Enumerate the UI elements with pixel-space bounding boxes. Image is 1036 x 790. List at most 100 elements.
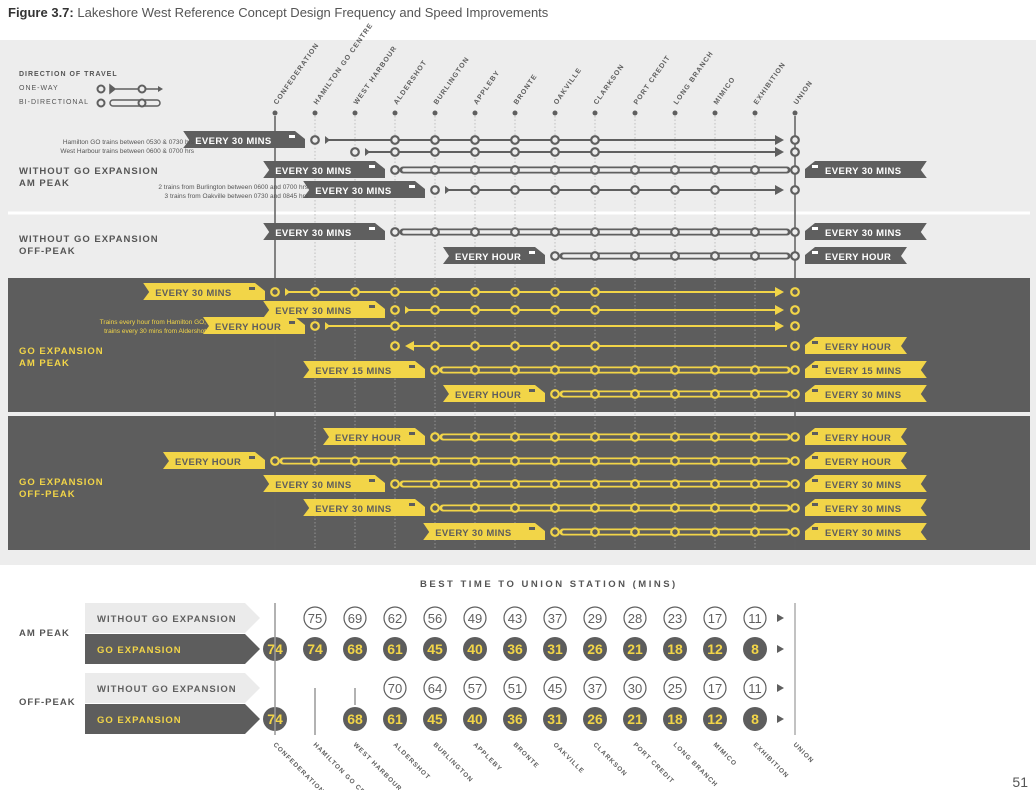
- station-stop: [430, 305, 440, 315]
- station-stop: [430, 432, 440, 442]
- time-value: 69: [348, 611, 362, 626]
- time-value: 26: [587, 711, 603, 727]
- time-circle: [383, 707, 407, 731]
- arrow-right-icon: [775, 287, 784, 297]
- time-value: 30: [628, 681, 642, 696]
- frequency-badge: [805, 523, 927, 540]
- figure-caption: Figure 3.7: Lakeshore West Reference Con…: [8, 5, 548, 20]
- station-stop: [470, 305, 480, 315]
- time-circle: [543, 707, 567, 731]
- train-icon: [812, 341, 818, 344]
- bottom-station-label: LONG BRANCH: [672, 741, 719, 788]
- time-value: 36: [507, 641, 523, 657]
- station-stop: [390, 135, 400, 145]
- station-stop: [550, 135, 560, 145]
- train-icon: [249, 287, 255, 290]
- station-stop: [590, 185, 600, 195]
- frequency-label: EVERY 30 MINS: [275, 480, 351, 491]
- station-dot: [272, 110, 278, 116]
- time-value: 11: [748, 681, 762, 696]
- station-stop: [430, 503, 440, 513]
- frequency-label: EVERY HOUR: [825, 342, 891, 353]
- bottom-station-label: BRONTE: [512, 741, 541, 770]
- station-dot: [712, 110, 718, 116]
- time-circle: [583, 676, 607, 700]
- station-stop: [590, 135, 600, 145]
- time-value: 12: [707, 711, 723, 727]
- time-circle: [703, 676, 727, 700]
- station-stop: [670, 503, 680, 513]
- time-circle: [623, 707, 647, 731]
- arrow-right-icon: [775, 147, 784, 157]
- station-stop: [750, 227, 760, 237]
- train-icon: [249, 456, 255, 459]
- time-circle: [703, 637, 727, 661]
- times-am-label: AM PEAK: [19, 628, 70, 639]
- frequency-label: EVERY 30 MINS: [315, 186, 391, 197]
- station-stop: [470, 503, 480, 513]
- frequency-label: EVERY 30 MINS: [825, 480, 901, 491]
- station-stop: [430, 165, 440, 175]
- times-title: BEST TIME TO UNION STATION (MINS): [420, 579, 678, 590]
- station-stop: [710, 365, 720, 375]
- bottom-station-label: OAKVILLE: [552, 741, 586, 775]
- station-dot: [552, 110, 558, 116]
- time-value: 26: [587, 641, 603, 657]
- time-value: 18: [667, 641, 683, 657]
- station-stop: [550, 432, 560, 442]
- station-stop: [270, 456, 280, 466]
- frequency-badge: [203, 317, 305, 334]
- bottom-station-label: MIMICO: [712, 741, 738, 767]
- station-stop: [510, 456, 520, 466]
- station-stop: [750, 165, 760, 175]
- station-stop: [750, 456, 760, 466]
- station-stop: [710, 227, 720, 237]
- caption-title: Lakeshore West Reference Concept Design …: [77, 5, 549, 20]
- frequency-badge: [805, 452, 907, 469]
- time-circle: [303, 606, 327, 630]
- station-stop: [590, 305, 600, 315]
- station-stop: [470, 227, 480, 237]
- station-stop: [550, 456, 560, 466]
- station-stop: [510, 365, 520, 375]
- station-stop: [590, 527, 600, 537]
- train-icon: [289, 321, 295, 324]
- note-aldershot: Trains every hour from Hamilton GO, train…: [99, 319, 206, 335]
- time-circle: [583, 637, 607, 661]
- station-stop: [590, 341, 600, 351]
- station-stop: [790, 287, 800, 297]
- arrow-right-icon: [775, 305, 784, 315]
- station-stop: [670, 227, 680, 237]
- station-stop: [750, 503, 760, 513]
- station-stop: [510, 305, 520, 315]
- time-circle: [463, 676, 487, 700]
- station-stop: [750, 251, 760, 261]
- time-value: 17: [708, 611, 722, 626]
- frequency-badge: [263, 223, 385, 240]
- frequency-badge: [303, 181, 425, 198]
- station-stop: [390, 227, 400, 237]
- time-value: 68: [347, 641, 363, 657]
- frequency-label: EVERY 15 MINS: [825, 366, 901, 377]
- station-stop: [550, 527, 560, 537]
- time-circle: [383, 637, 407, 661]
- frequency-badge: [805, 428, 907, 445]
- station-stop: [470, 185, 480, 195]
- time-value: 70: [388, 681, 402, 696]
- time-value: 25: [668, 681, 682, 696]
- station-stop: [390, 147, 400, 157]
- section-without-off: WITHOUT GO EXPANSION OFF-PEAK: [19, 234, 159, 257]
- station-stop: [710, 389, 720, 399]
- bottom-station-label: APPLEBY: [472, 741, 504, 773]
- time-circle: [543, 676, 567, 700]
- station-stop: [510, 227, 520, 237]
- station-stop: [590, 389, 600, 399]
- time-value: 43: [508, 611, 522, 626]
- frequency-label: EVERY 30 MINS: [155, 288, 231, 299]
- station-stop: [790, 432, 800, 442]
- time-value: 74: [307, 641, 323, 657]
- legend-station-icon: [96, 84, 106, 94]
- station-stop: [790, 185, 800, 195]
- arrow-right-icon: [775, 135, 784, 145]
- time-circle: [303, 637, 327, 661]
